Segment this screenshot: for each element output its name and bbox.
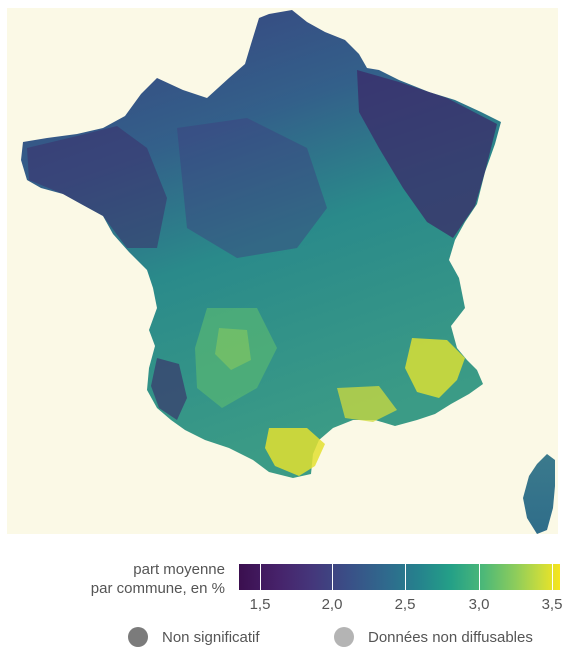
france-map [21,10,555,534]
color-scale-bar [239,564,560,590]
corsica [523,454,555,534]
legend-key-non-diffusables: Données non diffusables [334,627,533,647]
tick-label: 3,5 [541,596,563,613]
region-occitanie-yellow [265,428,325,476]
tick-label: 3,0 [468,596,490,613]
region-landes-dark [151,358,187,420]
legend-title: part moyenne par commune, en % [50,560,225,598]
legend-key-non-significatif: Non significatif [128,627,260,647]
map-panel [7,8,558,534]
non-significatif-label: Non significatif [162,628,260,646]
tick-line [260,564,261,590]
light-grey-dot-icon [334,627,354,647]
legend-title-line1: part moyenne [133,561,225,578]
legend-title-line2: par commune, en % [90,580,225,597]
region-rhone-yellow [337,386,397,422]
legend: part moyenne par commune, en % 1,5 2,0 2… [0,560,570,661]
grey-dot-icon [128,627,148,647]
region-center-dark [177,118,327,258]
tick-label: 1,5 [249,596,271,613]
region-provence-yellow [405,338,465,398]
region-aquitaine-green [215,328,251,370]
tick-line [479,564,480,590]
tick-line [552,564,553,590]
tick-line [405,564,406,590]
region-brittany-dark [27,126,167,248]
tick-line [332,564,333,590]
region-northeast-dark [357,70,497,238]
tick-label: 2,0 [321,596,343,613]
non-diffusables-label: Données non diffusables [368,628,533,646]
tick-label: 2,5 [394,596,416,613]
